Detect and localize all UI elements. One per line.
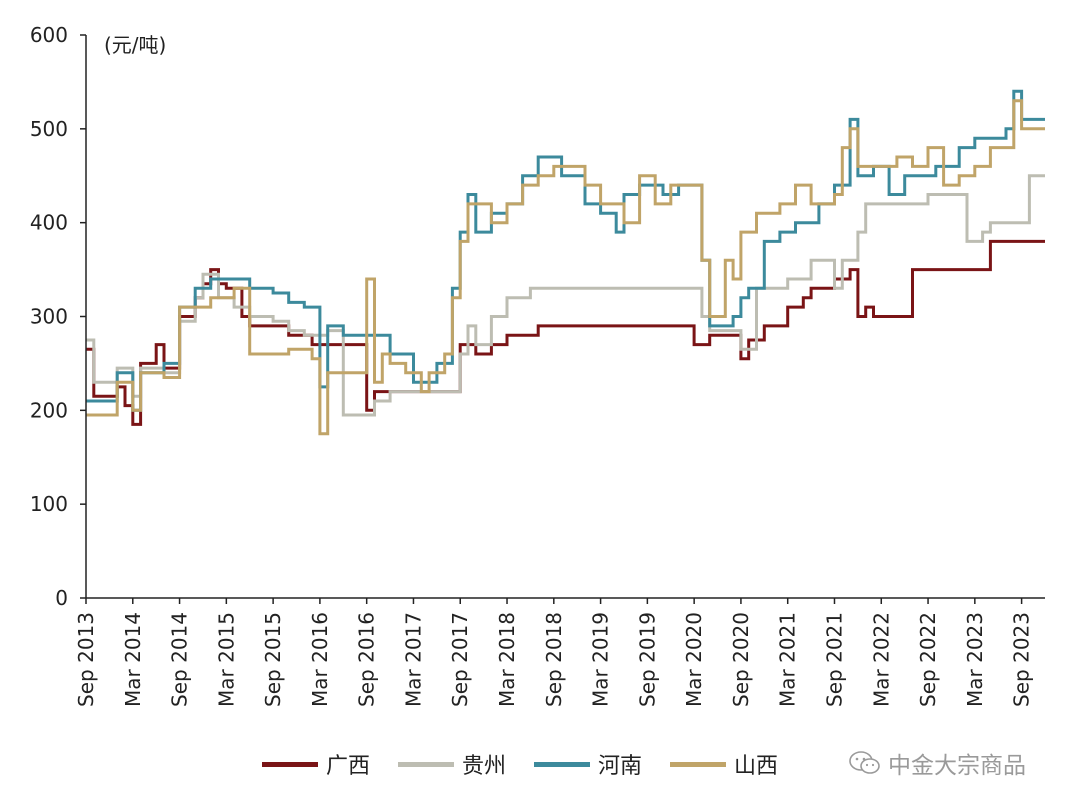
x-tick-label: Sep 2015 [261, 612, 285, 707]
x-tick-label: Sep 2018 [542, 612, 566, 707]
x-tick-label: Sep 2019 [635, 612, 659, 707]
legend-item-2: 河南 [534, 748, 642, 780]
y-tick-label: 100 [30, 492, 68, 516]
wechat-icon [849, 751, 880, 774]
x-tick-label: Sep 2020 [729, 612, 753, 707]
legend-label: 河南 [598, 754, 643, 779]
x-tick-label: Mar 2016 [308, 612, 332, 707]
x-tick-label: Sep 2023 [1010, 612, 1034, 707]
line-chart: 0 100 200 300 400 500 600 Sep 2013 Mar 2014 Sep 2… [30, 23, 1045, 707]
x-tick-label: Mar 2020 [682, 612, 706, 707]
y-tick-label: 200 [30, 398, 68, 422]
legend-label: 贵州 [462, 754, 507, 779]
legend-item-1: 贵州 [398, 748, 506, 780]
x-tick-label: Mar 2018 [495, 612, 519, 707]
legend-swatch [398, 761, 455, 767]
series-line-0 [86, 239, 1045, 426]
x-tick-label: Sep 2013 [74, 612, 98, 707]
series-line-3 [86, 99, 1045, 436]
legend-item-0: 广西 [262, 748, 370, 780]
x-tick-label: Mar 2014 [121, 612, 145, 707]
legend-item-3: 山西 [670, 748, 778, 780]
legend-swatch [670, 761, 727, 767]
x-tick-label: Mar 2019 [589, 612, 613, 707]
x-tick-label: Sep 2014 [168, 612, 192, 707]
x-tick-label: Mar 2023 [963, 612, 987, 707]
series-line-1 [86, 174, 1045, 417]
legend: 广西 贵州 河南 山西 [262, 748, 806, 780]
x-tick-label: Sep 2021 [822, 612, 846, 707]
y-tick-label: 300 [30, 305, 68, 329]
y-tick-label: 400 [30, 211, 68, 235]
y-tick-label: 0 [55, 586, 68, 610]
watermark-text: 中金大宗商品 [888, 753, 1026, 779]
x-tick-label: Mar 2022 [869, 612, 893, 707]
series-line-2 [86, 89, 1045, 412]
x-tick-label: Sep 2017 [448, 612, 472, 707]
x-tick-label: Mar 2015 [214, 612, 238, 707]
legend-swatch [534, 761, 591, 767]
axis-layer: 0 100 200 300 400 500 600 Sep 2013 Mar 2014 Sep 2… [30, 23, 1045, 707]
legend-swatch [262, 761, 318, 767]
watermark: 中金大宗商品 [848, 746, 1026, 780]
x-tick-label: Mar 2021 [776, 612, 800, 707]
legend-label: 广西 [326, 754, 371, 779]
x-tick-label: Sep 2022 [916, 612, 940, 707]
y-tick-label: 600 [30, 23, 68, 47]
x-tick-label: Mar 2017 [401, 612, 425, 707]
y-axis-unit-label: (元/吨) [104, 33, 166, 57]
series-layer [86, 89, 1045, 436]
x-tick-label: Sep 2016 [355, 612, 379, 707]
legend-label: 山西 [734, 754, 779, 779]
y-tick-label: 500 [30, 117, 68, 141]
